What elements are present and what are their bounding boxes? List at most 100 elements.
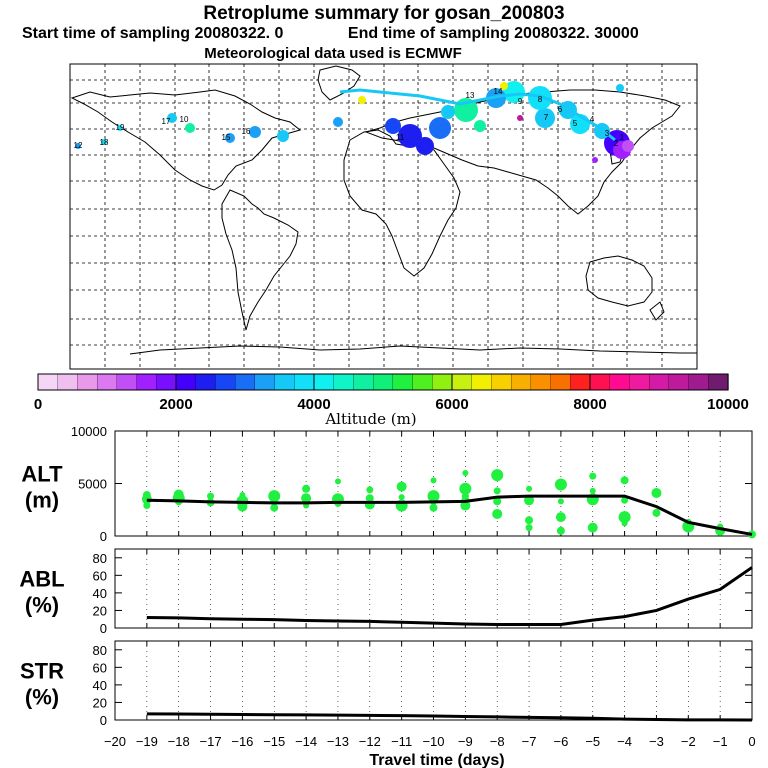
plume-label: 1 [620,133,625,142]
plume-marker [225,133,235,143]
altitude-point [589,487,596,494]
plume-label: 17 [162,117,171,126]
plume-marker [535,108,555,128]
plume-marker [75,143,81,149]
colorbar-cell [195,373,217,391]
plume-markers [75,81,634,163]
plume-marker [622,140,634,152]
altitude-point [555,512,566,523]
altitude-point [142,491,151,500]
altitude-point [207,492,215,500]
colorbar-cell [530,373,552,391]
y-axis-unit: (m) [25,488,59,513]
mean-altitude-line [146,494,753,536]
altitude-point [396,481,407,492]
y-tick-label: 20 [93,695,107,710]
x-tick-label: −17 [200,734,222,749]
colorbar-cell [215,373,236,391]
world-map: 16 15 10 17 19 18 12 11 13 14 9 876 5 4 321 [69,63,698,370]
x-tick-label: −7 [522,734,537,749]
y-tick-label: 60 [93,660,107,675]
plume-label: 15 [222,133,231,142]
x-tick-label: −20 [104,734,126,749]
colorbar-tick-label: 4000 [297,396,330,413]
colorbar-tick-label: 0 [34,396,42,413]
altitude-point [526,485,533,492]
colorbar-cell [412,373,433,391]
colorbar-cell [156,373,177,391]
colorbar-tick-label: 2000 [159,396,192,413]
plume-marker [528,86,552,110]
altitude-point [554,478,567,491]
colorbar-cell [234,373,256,391]
map-gridlines [70,64,697,369]
plume-marker [429,117,451,139]
altitude-point [525,524,533,532]
colorbar-tick-label: 6000 [435,396,468,413]
colorbar-cell [451,373,473,391]
altitude-point [302,484,311,493]
colorbar-cell [254,373,276,391]
plume-marker [358,96,366,104]
colorbar-label: Altitude (m) [324,410,416,428]
x-tick-label: −18 [168,734,190,749]
altitude-point [268,490,281,503]
start-time-label: Start time of sampling 20080322. 0 [22,25,284,42]
plume-marker [117,125,123,131]
x-axis-label: Travel time (days) [369,752,504,768]
colorbar-cell [648,373,670,391]
plume-label: 9 [518,97,523,106]
plume-marker [185,123,195,133]
altitude-point [365,494,374,503]
colorbar-cell [609,373,631,391]
plume-label: 3 [605,129,610,138]
colorbar-cell [96,373,118,391]
plume-marker [592,157,598,163]
colorbar-cell [688,373,709,391]
y-tick-label: 80 [93,551,107,566]
altitude-point [334,478,341,485]
altitude-point [524,495,535,506]
x-tick-label: −13 [327,734,349,749]
plume-label: 7 [544,113,549,122]
colorbar-cell [372,373,394,391]
x-tick-label: −9 [458,734,473,749]
colorbar-cell [116,373,138,391]
colorbar-cell [708,373,729,391]
x-tick-label: −12 [359,734,381,749]
colorbar-cell [274,373,295,391]
panel-alt: 0 5000 10000 ALT(m) [21,424,756,544]
plume-marker [385,118,401,134]
colorbar-tick-label: 8000 [573,396,606,413]
x-tick-label: −1 [713,734,728,749]
plume-marker [474,120,486,132]
plume-marker [277,130,289,142]
x-tick-label: −3 [649,734,664,749]
y-tick-label: 20 [93,603,107,618]
x-tick-label: −11 [391,734,412,749]
colorbar-cell [491,373,512,391]
plume-labels: 16 15 10 17 19 18 12 11 13 14 9 876 5 4 321 [74,87,625,150]
plume-label: 8 [538,95,543,104]
x-tick-label: −2 [681,734,696,749]
plume-marker [249,126,261,138]
altitude-point [491,469,504,482]
colorbar-cell [136,373,157,391]
plume-track [339,88,616,142]
colorbar-cell [175,373,197,391]
colorbar-cell [589,373,611,391]
colorbar-cell [392,373,414,391]
x-tick-label: −19 [136,734,158,749]
colorbar: 0 2000 4000 6000 8000 10000 Altitude (m) [34,373,749,428]
plume-marker [500,82,508,90]
altitude-point [237,501,248,512]
altitude-point [427,490,440,503]
plume-label: 16 [242,127,251,136]
altitude-point [651,487,662,498]
y-tick-label: 40 [93,678,107,693]
plume-marker [441,105,455,119]
y-tick-label: 0 [100,621,107,636]
x-tick-label: 0 [748,734,755,749]
plume-label: 11 [396,133,405,142]
x-tick-label: −10 [422,734,444,749]
